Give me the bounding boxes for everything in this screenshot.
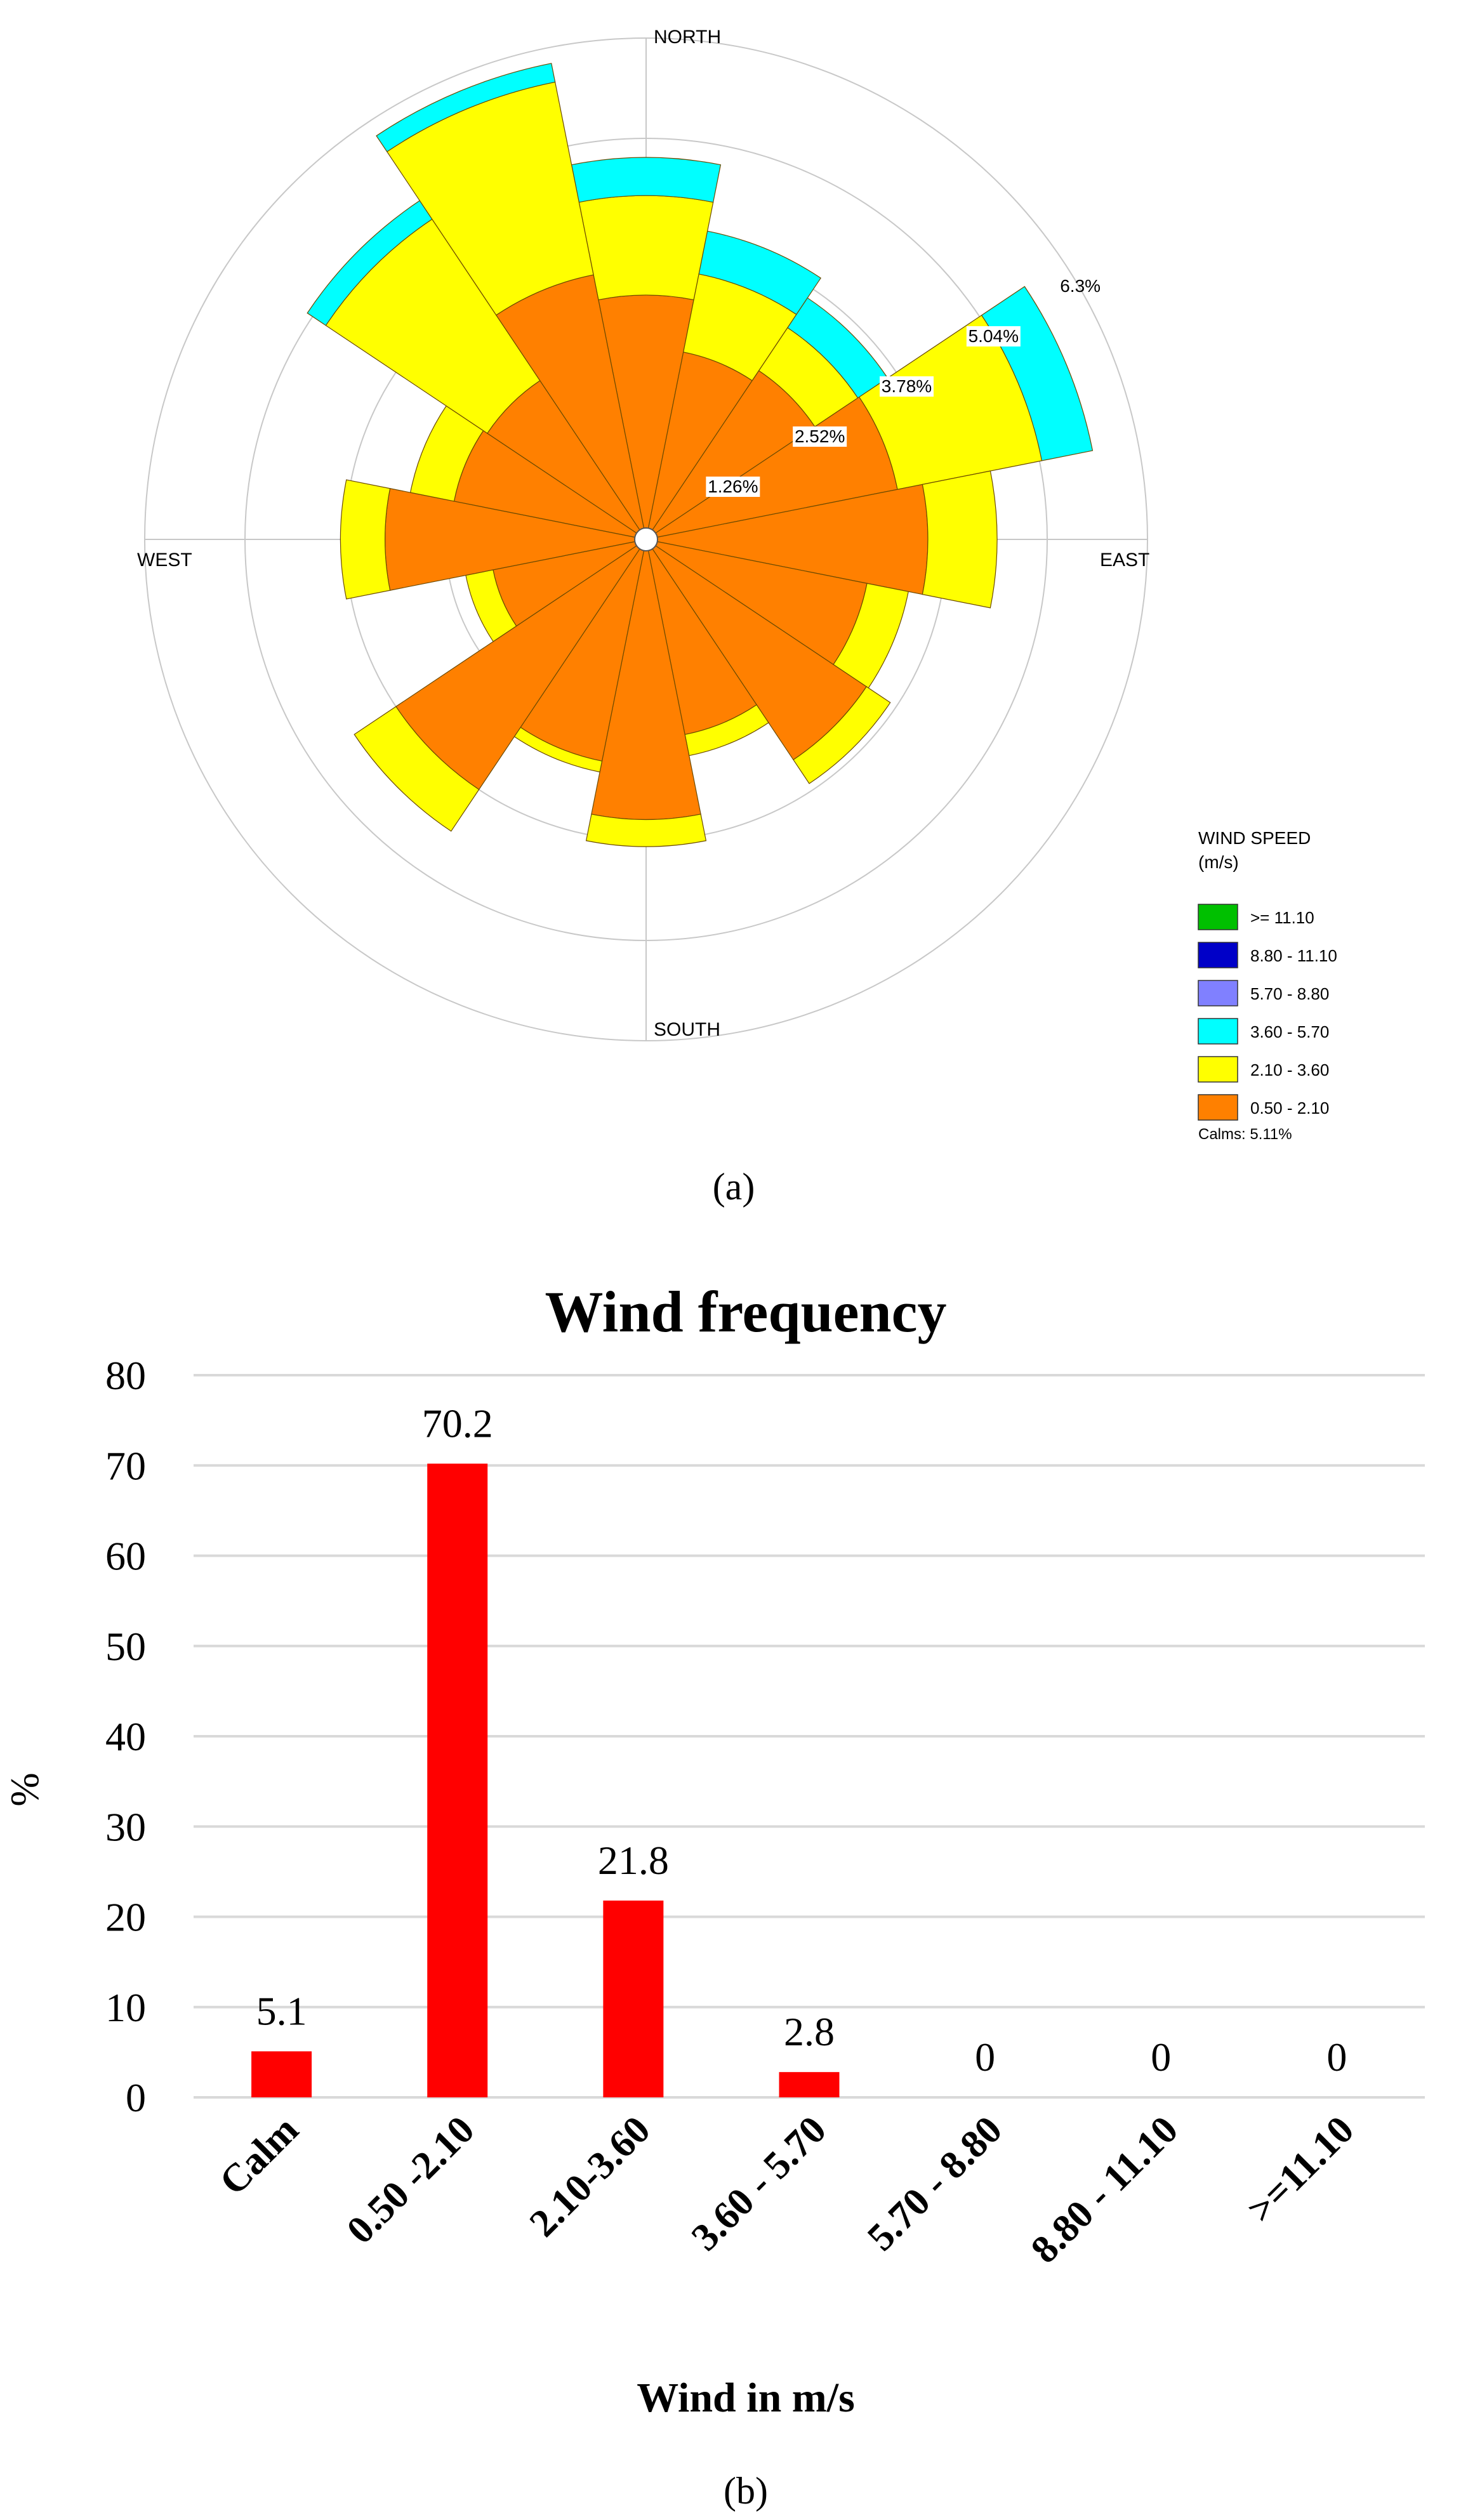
rose-ring-label-bg-3 bbox=[966, 326, 1021, 346]
rose-sector-0-bin-2 bbox=[571, 157, 722, 203]
legend-item-4: 2.10 - 3.60 bbox=[1198, 1056, 1329, 1083]
direction-label-east: EAST bbox=[1100, 550, 1149, 571]
bar-value-label-2: 21.8 bbox=[598, 1838, 669, 1883]
chart-title: Wind frequency bbox=[545, 1279, 946, 1344]
direction-label-west: WEST bbox=[137, 550, 192, 571]
bar-value-label-3: 2.8 bbox=[784, 2009, 835, 2054]
bar-y-tick-0: 0 bbox=[126, 2075, 146, 2120]
legend-label-3: 3.60 - 5.70 bbox=[1250, 1022, 1329, 1041]
panel-a-label: (a) bbox=[713, 1166, 755, 1208]
bar-y-tick-labels: 0 10 20 30 40 50 60 70 80 bbox=[105, 1353, 146, 2120]
rose-ring-label-1: 2.52% bbox=[793, 426, 847, 447]
wind-frequency-chart: Wind frequency 0 10 20 30 40 50 60 70 80 5.1 70.2… bbox=[2, 1279, 1425, 2512]
bar-y-tick-3: 30 bbox=[105, 1804, 146, 1849]
panel-b-label: (b) bbox=[724, 2470, 768, 2512]
bar-value-label-6: 0 bbox=[1326, 2035, 1347, 2080]
legend-label-1: 8.80 - 11.10 bbox=[1250, 946, 1337, 965]
rose-ring-label-3: 5.04% bbox=[966, 326, 1021, 346]
rose-ring-label-bg-0 bbox=[706, 477, 760, 497]
legend-item-2: 5.70 - 8.80 bbox=[1198, 980, 1329, 1006]
rose-ring-label-text-3: 5.04% bbox=[969, 326, 1019, 346]
bar-y-tick-8: 80 bbox=[105, 1353, 146, 1398]
y-axis-label: % bbox=[2, 1772, 47, 1806]
rose-sector-4-bin-1 bbox=[922, 470, 998, 609]
legend-items: >= 11.10 8.80 - 11.10 5.70 - 8.80 3.60 - 5.… bbox=[1198, 904, 1337, 1121]
bar-y-tick-1: 10 bbox=[105, 1985, 146, 2030]
legend-swatch-3 bbox=[1198, 1018, 1238, 1045]
rose-sector-6-bin-1 bbox=[793, 686, 891, 784]
direction-label-south: SOUTH bbox=[654, 1019, 720, 1040]
rose-sector-12-bin-1 bbox=[340, 479, 391, 600]
legend-swatch-5 bbox=[1198, 1094, 1238, 1121]
bar-2 bbox=[603, 1900, 664, 2097]
legend-swatch-2 bbox=[1198, 980, 1238, 1006]
rose-ring-label-text-2: 3.78% bbox=[882, 376, 932, 396]
bar-x-tick-2: 2.10-3.60 bbox=[522, 2108, 659, 2245]
rose-ring-labels: 1.26% 2.52% 3.78% 5.04% 6.3% bbox=[706, 276, 1101, 497]
wind-rose-chart: 1.26% 2.52% 3.78% 5.04% 6.3% NORTH EAST SOUT… bbox=[137, 27, 1337, 1208]
rose-center-hole bbox=[634, 527, 658, 551]
bar-x-tick-4: 5.70 - 8.80 bbox=[859, 2108, 1010, 2259]
bar-y-tick-7: 70 bbox=[105, 1443, 146, 1488]
legend-item-3: 3.60 - 5.70 bbox=[1198, 1018, 1329, 1045]
bar-1 bbox=[427, 1463, 488, 2097]
bar-x-tick-3: 3.60 - 5.70 bbox=[684, 2108, 835, 2259]
rose-ring-label-bg-1 bbox=[793, 426, 847, 447]
bar-3 bbox=[779, 2072, 840, 2097]
bar-y-tick-5: 50 bbox=[105, 1624, 146, 1669]
bar-x-tick-6: >=11.10 bbox=[1239, 2108, 1362, 2231]
legend-subtitle: (m/s) bbox=[1198, 852, 1239, 872]
legend-label-5: 0.50 - 2.10 bbox=[1250, 1098, 1329, 1118]
direction-label-north: NORTH bbox=[654, 27, 721, 48]
rose-sector-8-bin-1 bbox=[585, 814, 707, 847]
rose-ring-label-4: 6.3% bbox=[1060, 276, 1101, 296]
legend-label-2: 5.70 - 8.80 bbox=[1250, 984, 1329, 1003]
rose-sector-15-bin-2 bbox=[376, 63, 556, 152]
legend-swatch-4 bbox=[1198, 1056, 1238, 1083]
bar-x-tick-1: 0.50 -2.10 bbox=[339, 2108, 483, 2252]
rose-sector-1-bin-2 bbox=[698, 230, 822, 315]
rose-ring-label-0: 1.26% bbox=[706, 477, 760, 497]
bar-0 bbox=[251, 2051, 312, 2097]
rose-ring-label-text-4: 6.3% bbox=[1060, 276, 1101, 296]
bar-grid bbox=[194, 1374, 1425, 2099]
legend-swatch-1 bbox=[1198, 942, 1238, 968]
bar-y-tick-4: 40 bbox=[105, 1714, 146, 1759]
legend-label-0: >= 11.10 bbox=[1250, 908, 1314, 927]
bar-value-label-4: 0 bbox=[975, 2035, 995, 2080]
legend-swatch-0 bbox=[1198, 904, 1238, 930]
legend-item-1: 8.80 - 11.10 bbox=[1198, 942, 1337, 968]
legend-title: WIND SPEED bbox=[1198, 828, 1311, 848]
bar-x-tick-labels: Calm 0.50 -2.10 2.10-3.60 3.60 - 5.70 5.70 -… bbox=[211, 2108, 1362, 2272]
bar-bars bbox=[251, 1463, 840, 2097]
bar-y-tick-6: 60 bbox=[105, 1534, 146, 1579]
rose-sector-10-bin-1 bbox=[354, 706, 480, 832]
rose-legend: WIND SPEED (m/s) >= 11.10 8.80 - 11.10 5.7… bbox=[1198, 828, 1337, 1143]
bar-x-tick-5: 8.80 - 11.10 bbox=[1023, 2108, 1187, 2272]
rose-ring-label-text-1: 2.52% bbox=[795, 426, 845, 446]
legend-item-0: >= 11.10 bbox=[1198, 904, 1314, 930]
bar-value-labels: 5.1 70.2 21.8 2.8 0 0 0 bbox=[256, 1401, 1347, 2080]
legend-label-4: 2.10 - 3.60 bbox=[1250, 1060, 1329, 1079]
rose-sector-0-bin-1 bbox=[578, 195, 714, 301]
x-axis-label: Wind in m/s bbox=[637, 2375, 855, 2421]
rose-ring-label-bg-2 bbox=[879, 376, 934, 397]
bar-value-label-1: 70.2 bbox=[422, 1401, 493, 1446]
rose-ring-label-text-0: 1.26% bbox=[708, 477, 758, 496]
legend-item-5: 0.50 - 2.10 bbox=[1198, 1094, 1329, 1121]
rose-ring-label-2: 3.78% bbox=[879, 376, 934, 397]
bar-value-label-5: 0 bbox=[1151, 2035, 1171, 2080]
rose-sectors bbox=[307, 63, 1094, 847]
bar-x-tick-0: Calm bbox=[211, 2108, 307, 2203]
bar-value-label-0: 5.1 bbox=[256, 1988, 307, 2033]
bar-y-tick-2: 20 bbox=[105, 1895, 146, 1940]
legend-calms: Calms: 5.11% bbox=[1198, 1126, 1292, 1143]
